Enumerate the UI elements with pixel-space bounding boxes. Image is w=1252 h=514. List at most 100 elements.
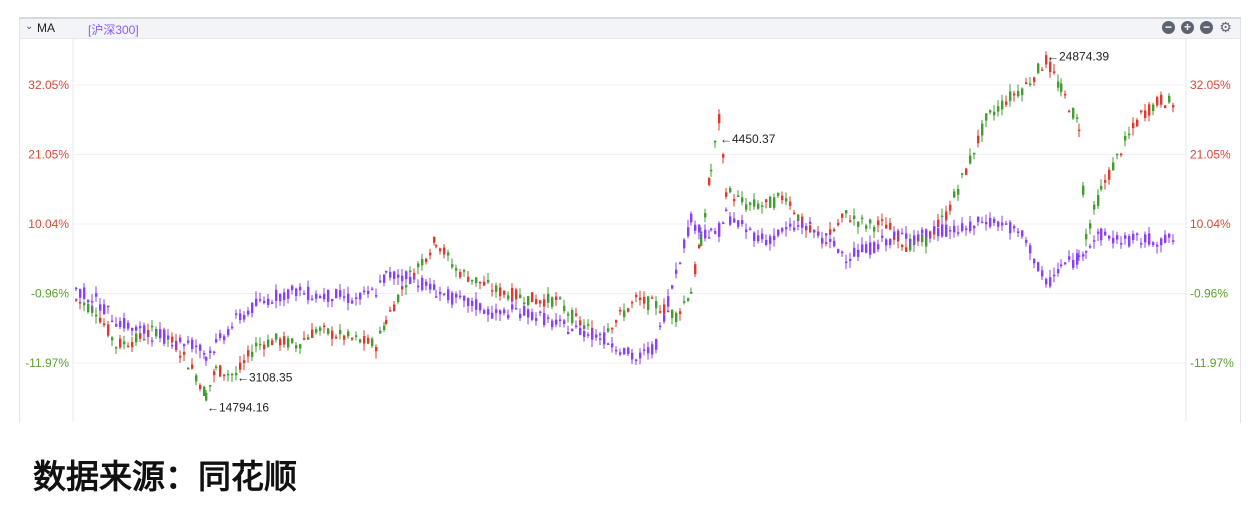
main-candle (1049, 61, 1052, 73)
main-candle (945, 211, 948, 221)
y-tick-right: -11.97% (1190, 356, 1234, 370)
main-candle (523, 302, 526, 305)
main-candle (683, 301, 686, 303)
index-candle (1128, 236, 1131, 247)
main-candle (1148, 104, 1151, 116)
main-candle (729, 188, 732, 193)
main-candle (773, 197, 776, 208)
main-candle (853, 215, 856, 219)
index-candle (171, 344, 174, 347)
index-candle (187, 340, 190, 343)
indicator-label[interactable]: MA (37, 21, 55, 35)
index-candle (267, 298, 270, 306)
main-candle (123, 341, 126, 345)
chevron-down-icon[interactable]: ⌄ (25, 21, 34, 32)
main-candle (383, 325, 386, 330)
main-candle (171, 336, 174, 343)
index-candle (655, 339, 658, 350)
index-candle (543, 313, 546, 326)
index-candle (694, 224, 697, 231)
index-candle (789, 223, 792, 227)
index-candle (323, 293, 326, 300)
index-candle (849, 258, 852, 261)
main-candle (663, 304, 666, 315)
main-candle (429, 252, 432, 256)
main-candle (700, 233, 703, 246)
main-candle (187, 367, 190, 370)
index-candle (725, 209, 728, 212)
index-candle (631, 352, 634, 360)
main-candle (393, 304, 396, 312)
main-candle (299, 344, 302, 349)
main-candle (1160, 94, 1163, 105)
main-candle (409, 270, 412, 273)
main-candle (698, 244, 701, 248)
main-candle (99, 317, 102, 323)
index-candle (139, 326, 142, 329)
main-candle (949, 204, 952, 211)
index-candle (977, 216, 980, 222)
index-candle (865, 244, 868, 253)
index-candle (327, 289, 330, 302)
main-candle (279, 338, 282, 346)
index-candle (1013, 226, 1016, 229)
index-candle (607, 343, 610, 345)
main-candle (143, 339, 146, 341)
gear-icon[interactable]: ⚙ (1219, 19, 1232, 35)
index-candle (829, 238, 832, 242)
index-candle (1045, 278, 1048, 285)
main-candle (75, 299, 78, 301)
main-candle (671, 309, 674, 318)
main-candle (651, 297, 654, 299)
index-candle (817, 231, 820, 236)
index-candle (409, 276, 412, 284)
zoom-out-icon[interactable]: − (1200, 21, 1213, 34)
index-candle (1152, 242, 1155, 246)
index-candle (87, 300, 90, 303)
main-candle (1100, 185, 1103, 190)
main-candle (1085, 233, 1088, 240)
main-candle (765, 199, 768, 203)
index-label[interactable]: [沪深300] (88, 23, 139, 37)
y-tick-left: 10.04% (28, 217, 69, 231)
main-candle (737, 195, 740, 197)
main-candle (405, 285, 408, 288)
index-candle (881, 235, 884, 238)
y-tick-left: 32.05% (28, 78, 69, 92)
main-candle (547, 293, 550, 303)
zoom-in-icon[interactable]: + (1181, 21, 1194, 34)
index-candle (215, 339, 218, 343)
main-candle (901, 244, 904, 248)
main-candle (191, 364, 194, 369)
main-candle (243, 360, 246, 364)
collapse-circle-icon[interactable]: − (1162, 21, 1175, 34)
y-tick-left: -11.97% (25, 356, 69, 370)
index-candle (495, 309, 498, 314)
main-candle (1128, 133, 1131, 136)
index-candle (1148, 233, 1151, 245)
main-candle (829, 229, 832, 235)
candlestick-chart[interactable]: 32.05% 32.05% 21.05% 21.05% 10.04% 10.04% -0.9… (0, 0, 1252, 430)
index-candle (199, 344, 202, 351)
index-candle (295, 288, 298, 297)
index-candle (1001, 222, 1004, 226)
index-candle (761, 233, 764, 240)
index-candle (239, 313, 242, 321)
index-candle (315, 293, 318, 299)
index-candle (837, 249, 840, 253)
main-candle (475, 277, 478, 283)
main-candle (631, 301, 634, 304)
main-candle (375, 346, 378, 352)
index-candle (873, 242, 876, 253)
index-candle (805, 226, 808, 229)
main-candle (1009, 91, 1012, 102)
main-candle (327, 328, 330, 334)
main-candle (95, 314, 98, 317)
main-candle (861, 217, 864, 220)
main-candle (119, 338, 122, 348)
main-candle (371, 338, 374, 347)
index-candle (710, 228, 713, 231)
y-tick-right: -0.96% (1190, 286, 1228, 300)
main-candle (1108, 169, 1111, 180)
index-candle (1068, 256, 1071, 260)
